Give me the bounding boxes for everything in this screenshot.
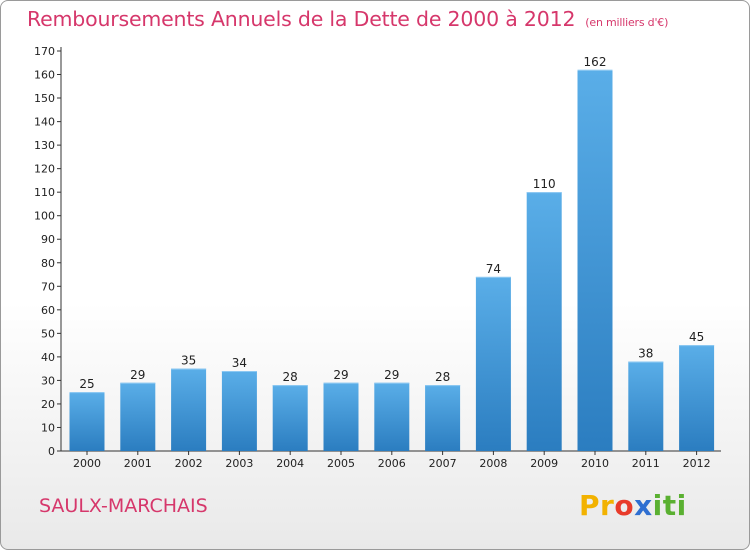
bar-value-label: 29 bbox=[384, 368, 399, 382]
axes: 0 10 20 30 40 50 60 70 80 90 100 110 120 130 140 150 160… bbox=[34, 45, 721, 458]
x-tick-label: 2007 bbox=[429, 457, 457, 470]
bars bbox=[69, 69, 715, 452]
x-tick-label: 2004 bbox=[276, 457, 304, 470]
bar bbox=[323, 382, 359, 451]
bar-value-label: 38 bbox=[638, 347, 653, 361]
proxiti-logo: Proxiti bbox=[579, 489, 687, 522]
y-tick-label: 120 bbox=[34, 163, 55, 176]
bar bbox=[69, 392, 105, 451]
y-tick-label: 70 bbox=[41, 280, 55, 293]
y-tick-label: 40 bbox=[41, 351, 55, 364]
y-tick-label: 140 bbox=[34, 116, 55, 129]
bar-value-label: 28 bbox=[435, 370, 450, 384]
x-tick-label: 2002 bbox=[175, 457, 203, 470]
x-tick-label: 2008 bbox=[479, 457, 507, 470]
bar bbox=[526, 192, 562, 452]
chart-unit: (en milliers d'€) bbox=[585, 16, 669, 29]
y-tick-label: 60 bbox=[41, 304, 55, 317]
x-tick-label: 2010 bbox=[581, 457, 609, 470]
bar bbox=[221, 371, 257, 451]
x-tick-label: 2011 bbox=[632, 457, 660, 470]
bar bbox=[475, 276, 511, 451]
chart-title: Remboursements Annuels de la Dette de 20… bbox=[27, 7, 668, 31]
y-tick-label: 50 bbox=[41, 327, 55, 340]
y-tick-label: 10 bbox=[41, 421, 55, 434]
x-tick-label: 2006 bbox=[378, 457, 406, 470]
y-tick-label: 110 bbox=[34, 186, 55, 199]
bar-value-label: 35 bbox=[181, 354, 196, 368]
y-tick-label: 150 bbox=[34, 92, 55, 105]
y-tick-label: 0 bbox=[48, 445, 55, 458]
y-tick-label: 160 bbox=[34, 69, 55, 82]
bar-value-label: 110 bbox=[533, 177, 556, 191]
bar bbox=[628, 361, 664, 451]
bar bbox=[272, 385, 308, 451]
bar-value-label: 34 bbox=[232, 356, 247, 370]
x-tick-label: 2003 bbox=[225, 457, 253, 470]
y-tick-label: 80 bbox=[41, 257, 55, 270]
y-tick-label: 30 bbox=[41, 374, 55, 387]
bar-value-label: 29 bbox=[130, 368, 145, 382]
x-tick-label: 2012 bbox=[683, 457, 711, 470]
y-tick-label: 170 bbox=[34, 45, 55, 58]
bar bbox=[120, 382, 156, 451]
x-tick-label: 2000 bbox=[73, 457, 101, 470]
x-tick-label: 2005 bbox=[327, 457, 355, 470]
bar bbox=[374, 382, 410, 451]
bar-value-label: 28 bbox=[283, 370, 298, 384]
bar bbox=[425, 385, 461, 451]
commune-name: SAULX-MARCHAIS bbox=[39, 495, 208, 517]
chart-title-text: Remboursements Annuels de la Dette de 20… bbox=[27, 7, 576, 31]
bar-value-label: 162 bbox=[584, 55, 607, 69]
bar-value-label: 25 bbox=[79, 377, 94, 391]
x-tick-label: 2009 bbox=[530, 457, 558, 470]
y-tick-label: 130 bbox=[34, 139, 55, 152]
y-tick-label: 100 bbox=[34, 210, 55, 223]
bar bbox=[577, 69, 613, 451]
bar-value-label: 74 bbox=[486, 262, 501, 276]
bar-value-label: 45 bbox=[689, 330, 704, 344]
x-tick-label: 2001 bbox=[124, 457, 152, 470]
bar bbox=[171, 368, 207, 451]
bar bbox=[679, 345, 715, 451]
labels: 25 2000 29 2001 35 2002 34 2003 28 2004 29 2005 29 20… bbox=[73, 55, 711, 470]
y-tick-label: 90 bbox=[41, 233, 55, 246]
bar-value-label: 29 bbox=[333, 368, 348, 382]
y-tick-label: 20 bbox=[41, 398, 55, 411]
